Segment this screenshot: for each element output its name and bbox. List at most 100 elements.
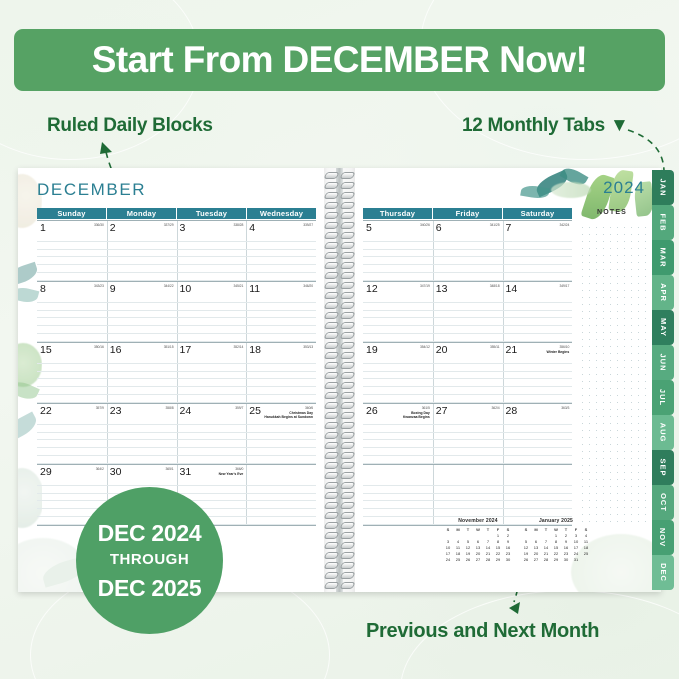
mini-calendar-day[interactable]: 12	[523, 544, 529, 550]
mini-calendar-day[interactable]: 8	[554, 538, 558, 544]
day-number[interactable]: 27	[435, 405, 448, 417]
mini-calendar-day[interactable]: 24	[573, 550, 579, 556]
mini-calendar-day[interactable]: 26	[523, 556, 529, 562]
mini-calendar-day[interactable]: 21	[543, 550, 549, 556]
mini-calendar-day[interactable]: 14	[543, 544, 549, 550]
mini-calendar-day[interactable]: 11	[455, 544, 461, 550]
mini-calendar-day[interactable]: 4	[456, 538, 460, 544]
mini-calendar-day[interactable]: 20	[533, 550, 539, 556]
day-number[interactable]: 6	[435, 222, 442, 234]
day-number[interactable]: 14	[505, 283, 518, 295]
day-number[interactable]: 10	[179, 283, 192, 295]
mini-calendar-day[interactable]: 16	[563, 544, 569, 550]
month-tab-apr[interactable]: APR	[652, 275, 674, 310]
mini-calendar-day[interactable]: 9	[506, 538, 510, 544]
day-number[interactable]: 3	[179, 222, 186, 234]
month-tab-dec[interactable]: DEC	[652, 555, 674, 590]
day-number[interactable]: 18	[249, 344, 261, 356]
mini-calendar-day[interactable]: 8	[496, 538, 500, 544]
mini-calendar-day[interactable]: 5	[524, 538, 528, 544]
month-tab-mar[interactable]: MAR	[652, 240, 674, 275]
mini-calendar-day[interactable]: 21	[485, 550, 491, 556]
mini-calendar-day[interactable]: 7	[544, 538, 548, 544]
day-number[interactable]: 23	[109, 405, 122, 417]
day-number[interactable]: 1	[40, 222, 46, 234]
day-number[interactable]: 26	[366, 405, 378, 417]
mini-calendar-day[interactable]: 30	[563, 556, 569, 562]
mini-calendar-day[interactable]: 28	[485, 556, 491, 562]
day-number[interactable]: 24	[179, 405, 192, 417]
mini-calendar-day[interactable]: 2	[564, 532, 568, 538]
mini-calendar-day[interactable]: 15	[495, 544, 501, 550]
mini-calendar-day[interactable]	[581, 557, 591, 563]
mini-calendar-day[interactable]: 11	[583, 538, 589, 544]
mini-calendar-day[interactable]: 27	[475, 556, 481, 562]
day-number[interactable]: 19	[366, 344, 378, 356]
day-number[interactable]: 4	[249, 222, 256, 234]
mini-calendar-day[interactable]: 29	[553, 556, 559, 562]
month-tab-oct[interactable]: OCT	[652, 485, 674, 520]
mini-calendar-day[interactable]: 30	[505, 556, 511, 562]
day-number[interactable]: 13	[435, 283, 448, 295]
mini-calendar-day[interactable]: 23	[505, 550, 511, 556]
mini-calendar-day[interactable]: 26	[465, 556, 471, 562]
mini-calendar-day[interactable]: 22	[553, 550, 559, 556]
mini-calendar-day[interactable]: 19	[523, 550, 529, 556]
mini-calendar-day[interactable]: 6	[534, 538, 538, 544]
day-number[interactable]: 2	[109, 222, 116, 234]
month-tab-jun[interactable]: JUN	[652, 345, 674, 380]
mini-calendar-day[interactable]: 29	[495, 556, 501, 562]
mini-calendar-day[interactable]: 9	[564, 538, 568, 544]
day-number[interactable]: 22	[40, 405, 52, 417]
mini-calendar-day[interactable]: 28	[543, 556, 549, 562]
mini-calendar-day[interactable]: 23	[563, 550, 569, 556]
month-tab-feb[interactable]: FEB	[652, 205, 674, 240]
mini-calendar-day[interactable]: 31	[573, 556, 579, 562]
mini-calendar-day[interactable]: 6	[476, 538, 480, 544]
mini-calendar-day[interactable]: 27	[533, 556, 539, 562]
mini-calendar-day[interactable]: 10	[573, 538, 579, 544]
mini-calendar-day[interactable]: 17	[445, 550, 451, 556]
mini-calendar-day[interactable]: 12	[465, 544, 471, 550]
day-number[interactable]: 31	[179, 466, 192, 478]
month-tab-aug[interactable]: AUG	[652, 415, 674, 450]
month-tab-may[interactable]: MAY	[652, 310, 674, 345]
mini-calendar-day[interactable]: 15	[553, 544, 559, 550]
mini-calendar-day[interactable]: 3	[574, 532, 578, 538]
day-number[interactable]: 29	[40, 466, 52, 478]
day-number[interactable]: 30	[109, 466, 122, 478]
mini-calendar-day[interactable]: 16	[505, 544, 511, 550]
mini-calendar-day[interactable]: 2	[506, 532, 510, 538]
month-tab-jul[interactable]: JUL	[652, 380, 674, 415]
day-number[interactable]: 15	[40, 344, 52, 356]
mini-calendar-day[interactable]: 13	[475, 544, 481, 550]
mini-calendar-day[interactable]: 19	[465, 550, 471, 556]
mini-calendar-day[interactable]: 20	[475, 550, 481, 556]
mini-calendar-day[interactable]: 25	[455, 556, 461, 562]
mini-calendar-day[interactable]: 17	[573, 544, 579, 550]
day-number[interactable]: 8	[40, 283, 46, 295]
mini-calendar-day[interactable]: 3	[446, 538, 450, 544]
day-number[interactable]: 21	[505, 344, 518, 356]
month-tab-sep[interactable]: SEP	[652, 450, 674, 485]
day-number[interactable]: 9	[109, 283, 116, 295]
day-number[interactable]: 17	[179, 344, 192, 356]
mini-calendar-day[interactable]: 14	[485, 544, 491, 550]
mini-calendar-day[interactable]: 18	[455, 550, 461, 556]
month-tab-jan[interactable]: JAN	[652, 170, 674, 205]
day-number[interactable]: 5	[366, 222, 372, 234]
mini-calendar-day[interactable]: 25	[583, 550, 589, 556]
month-tab-nov[interactable]: NOV	[652, 520, 674, 555]
day-number[interactable]: 12	[366, 283, 378, 295]
mini-calendar-day[interactable]: 5	[466, 538, 470, 544]
mini-calendar-day[interactable]: 22	[495, 550, 501, 556]
day-number[interactable]: 11	[249, 283, 261, 295]
mini-calendar-day[interactable]: 13	[533, 544, 539, 550]
mini-calendar-day[interactable]: 1	[496, 532, 500, 538]
month-tab-strip[interactable]: JAN FEB MAR APR MAY JUN JUL AUG SEP OCT NOV DEC	[652, 170, 674, 590]
day-number[interactable]: 25	[249, 405, 261, 417]
day-number[interactable]: 20	[435, 344, 448, 356]
mini-calendar-day[interactable]: 24	[445, 556, 451, 562]
mini-calendar-day[interactable]: 18	[583, 544, 589, 550]
mini-calendar-day[interactable]: 4	[584, 532, 588, 538]
